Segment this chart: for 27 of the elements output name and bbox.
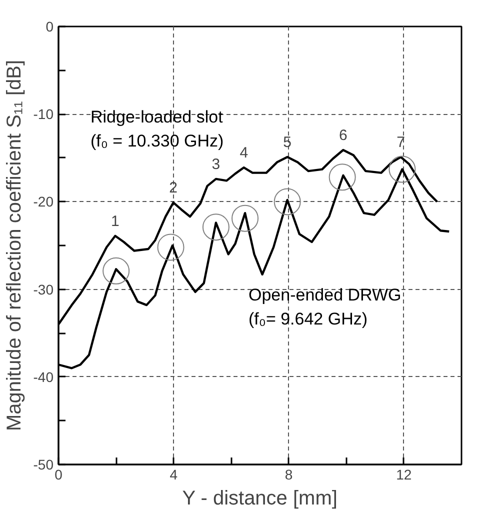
annotation: 6 [339, 127, 348, 144]
point [202, 214, 230, 241]
annotation: 4 [240, 144, 248, 162]
annotation: 2 [169, 180, 178, 197]
series-label: Open-ended DRWG (f₀= 9.642 GHz) [248, 286, 402, 328]
x-axis-title: Y - distance [mm] [182, 488, 338, 510]
annotation: 1 [111, 212, 120, 230]
y-tick-label: 0 [46, 18, 54, 34]
series-label: Ridge-loaded slot (f₀ = 10.330 GHz) [90, 108, 224, 150]
annotation: 3 [212, 156, 220, 173]
y-tick-label: -10 [33, 106, 54, 122]
y-tick-label: -30 [33, 281, 54, 298]
x-tick-label: 4 [170, 466, 178, 482]
point [232, 204, 259, 232]
y-tick-label: -20 [33, 194, 54, 210]
point [102, 257, 130, 284]
annotation: 7 [396, 134, 405, 152]
point [328, 164, 356, 191]
point [388, 156, 416, 183]
point [274, 188, 301, 216]
point [157, 234, 184, 261]
y-tick-label: -40 [33, 368, 54, 385]
y-axis-title: Magnitude of reflection coefficient S₁₁ [dB] [3, 60, 26, 432]
annotation: 5 [283, 134, 292, 152]
x-tick-label: 12 [396, 466, 412, 482]
y-tick-label: -50 [33, 456, 54, 472]
x-tick-label: 8 [284, 466, 293, 482]
